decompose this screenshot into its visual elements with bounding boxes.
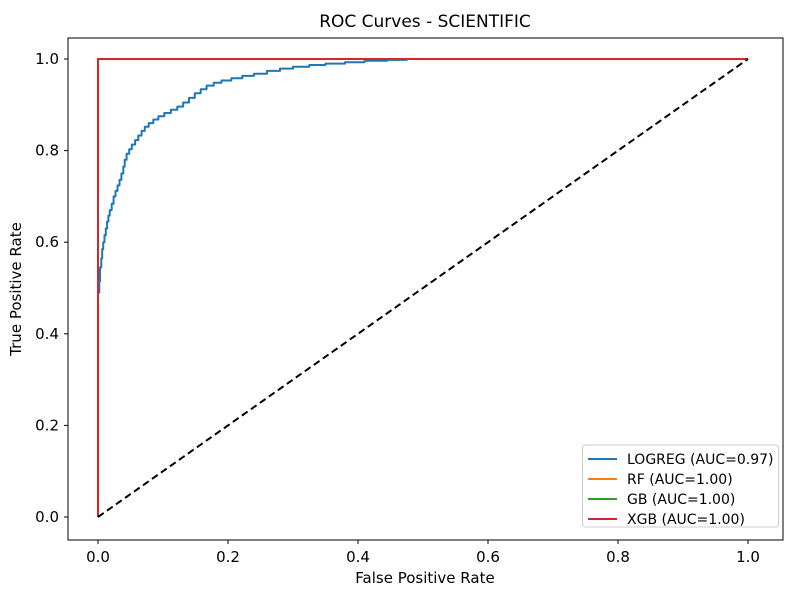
legend: LOGREG (AUC=0.97) RF (AUC=1.00) GB (AUC=… [582,444,779,528]
x-tick-label: 0.2 [216,548,240,566]
x-tick-label: 0.6 [476,548,500,566]
legend-entry-logreg: LOGREG (AUC=0.97) [588,452,773,468]
x-axis-ticks: 0.0 0.2 0.4 0.6 0.8 1.0 [86,540,760,566]
y-tick-label: 1.0 [35,50,59,68]
axes-frame [67,37,784,541]
x-tick-label: 0.0 [86,548,110,566]
y-tick-label: 0.4 [35,325,59,343]
x-tick-label: 0.8 [606,548,630,566]
chart-title: ROC Curves - SCIENTIFIC [319,12,531,32]
xgb-roc-curve [97,58,748,517]
legend-label-logreg: LOGREG (AUC=0.97) [627,452,773,468]
y-tick-label: 0.2 [35,416,59,434]
logreg-roc-curve [97,58,748,517]
legend-label-rf: RF (AUC=1.00) [627,472,733,488]
y-tick-label: 0.8 [35,142,59,160]
x-tick-label: 1.0 [736,548,760,566]
y-axis-label: True Positive Rate [7,222,25,357]
legend-entry-rf: RF (AUC=1.00) [588,472,733,488]
y-tick-label: 0.6 [35,233,59,251]
chance-line [97,58,749,518]
y-tick-label: 0.0 [35,508,59,526]
legend-label-xgb: XGB (AUC=1.00) [627,512,745,528]
legend-entry-gb: GB (AUC=1.00) [588,492,735,508]
legend-entry-xgb: XGB (AUC=1.00) [588,512,745,528]
x-axis-label: False Positive Rate [355,569,494,587]
legend-box [582,444,779,528]
legend-label-gb: GB (AUC=1.00) [627,492,735,508]
y-axis-ticks: 0.0 0.2 0.4 0.6 0.8 1.0 [35,50,68,526]
x-tick-label: 0.4 [346,548,370,566]
plot-series [97,58,749,518]
